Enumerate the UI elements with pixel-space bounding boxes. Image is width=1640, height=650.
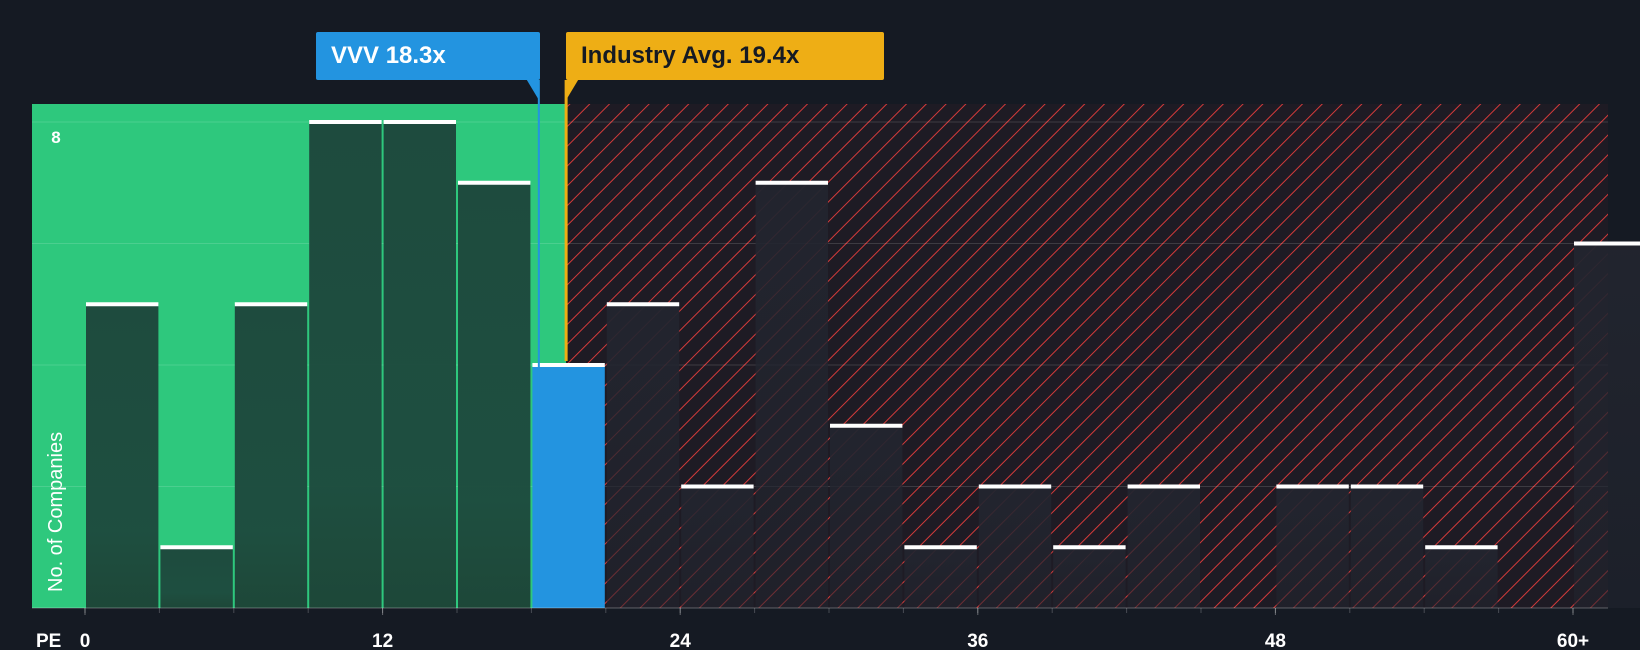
histogram-bar bbox=[904, 547, 977, 608]
x-tick-label: 48 bbox=[1265, 631, 1286, 650]
y-tick-label: 8 bbox=[51, 128, 60, 147]
histogram-bar bbox=[234, 304, 308, 608]
histogram-bar bbox=[606, 304, 680, 608]
industry-callout-pointer bbox=[566, 80, 579, 100]
histogram-bar bbox=[755, 182, 828, 608]
histogram-bar bbox=[1574, 243, 1640, 608]
bar-top-cap bbox=[532, 363, 605, 367]
histogram-bar bbox=[1425, 547, 1498, 608]
histogram-bar bbox=[86, 304, 159, 608]
bar-top-cap bbox=[458, 180, 531, 185]
bar-top-cap bbox=[1053, 545, 1126, 550]
histogram-bar bbox=[532, 365, 605, 608]
bar-top-cap bbox=[978, 484, 1052, 489]
histogram-bar bbox=[1127, 486, 1200, 608]
bar-top-cap bbox=[1127, 484, 1200, 489]
x-tick-label: 24 bbox=[670, 631, 692, 650]
bar-top-cap bbox=[755, 180, 828, 185]
histogram-bar bbox=[1276, 486, 1349, 608]
bar-top-cap bbox=[1425, 545, 1498, 550]
bar-top-cap bbox=[606, 302, 680, 307]
bar-top-cap bbox=[160, 545, 233, 550]
bar-top-cap bbox=[383, 120, 456, 124]
industry-avg-callout: Industry Avg. 19.4x bbox=[566, 32, 884, 80]
x-tick-label: 60+ bbox=[1557, 631, 1589, 650]
bar-top-cap bbox=[1350, 484, 1424, 489]
bar-top-cap bbox=[830, 423, 903, 428]
bar-top-cap bbox=[904, 545, 977, 550]
y-axis-label: No. of Companies bbox=[45, 432, 67, 592]
histogram-bar bbox=[830, 425, 903, 608]
histogram-bar bbox=[383, 122, 456, 608]
histogram-bar bbox=[309, 122, 382, 608]
histogram-bar bbox=[1350, 486, 1424, 608]
bar-top-cap bbox=[234, 302, 308, 307]
x-axis-label: PE bbox=[36, 631, 61, 650]
bar-top-cap bbox=[681, 484, 754, 489]
histogram-bar bbox=[1053, 547, 1126, 608]
x-tick-label: 0 bbox=[80, 631, 91, 650]
histogram-bar bbox=[458, 182, 531, 608]
company-callout-pointer bbox=[526, 80, 539, 100]
histogram-bar bbox=[978, 486, 1052, 608]
bar-top-cap bbox=[309, 120, 382, 124]
x-tick-label: 36 bbox=[967, 631, 988, 650]
company-pe-callout: VVV 18.3x bbox=[316, 32, 540, 80]
bar-top-cap bbox=[1276, 484, 1349, 489]
bar-top-cap bbox=[1574, 241, 1640, 246]
histogram-bar bbox=[681, 486, 754, 608]
bar-top-cap bbox=[86, 302, 159, 307]
x-tick-label: 12 bbox=[372, 631, 393, 650]
histogram-bar bbox=[160, 547, 233, 608]
